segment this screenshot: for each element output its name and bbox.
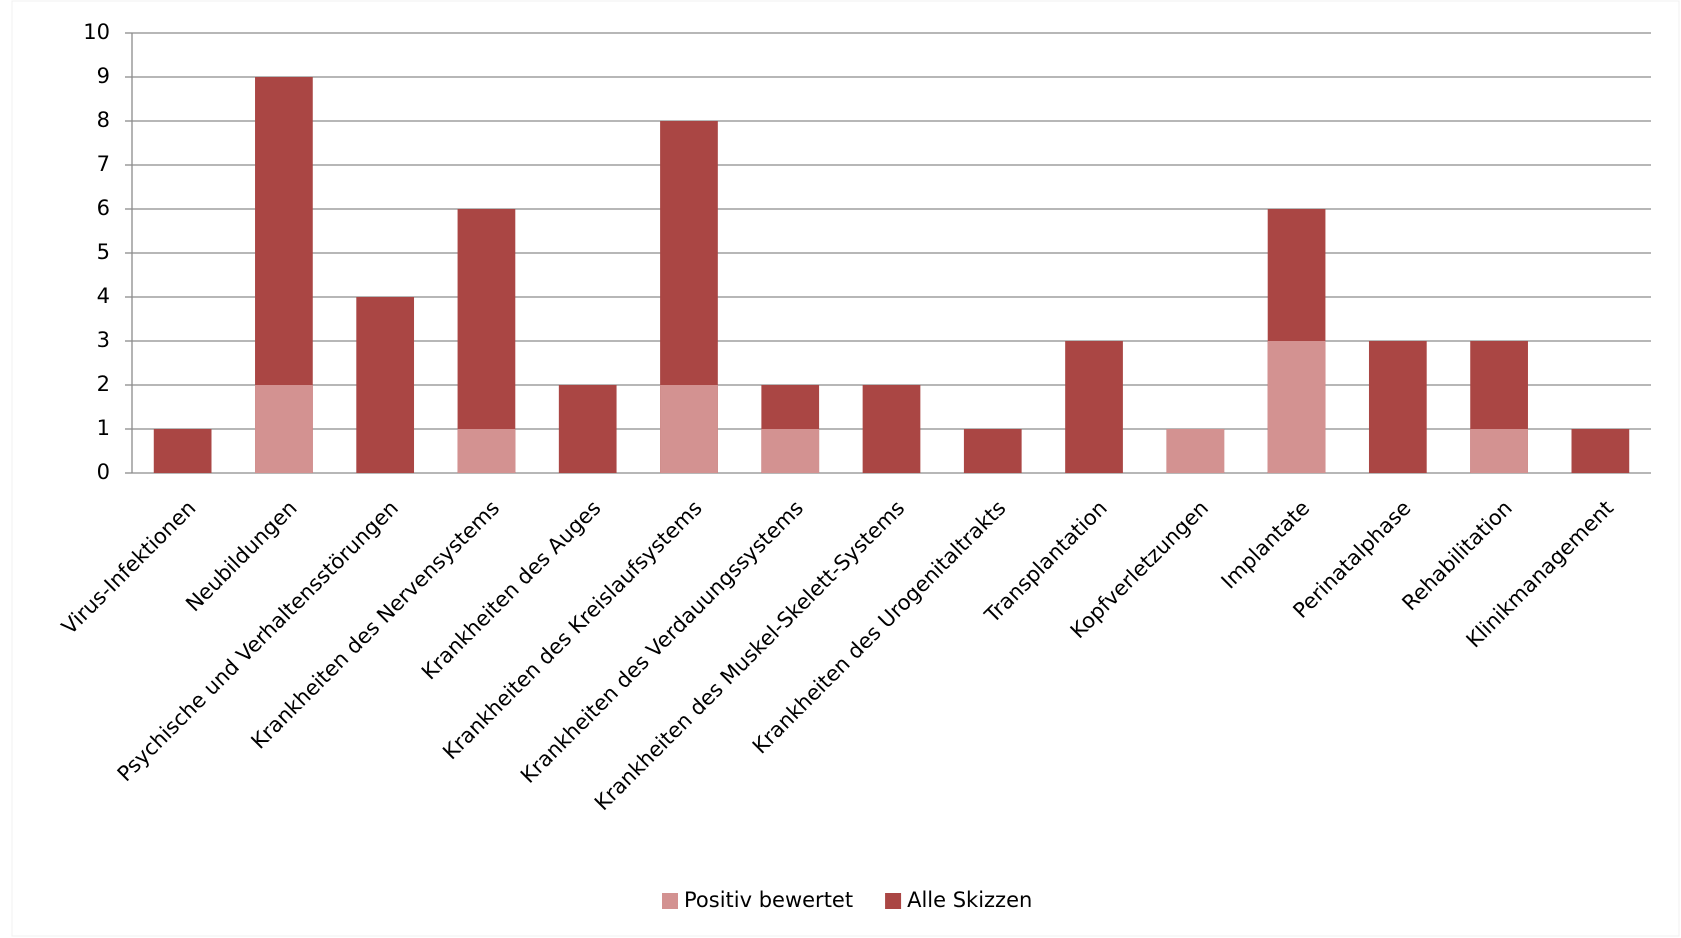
legend-label: Alle Skizzen (907, 888, 1032, 912)
y-tick-label: 2 (97, 372, 110, 396)
frame (11, 0, 1680, 937)
bar (1368, 341, 1427, 473)
x-tick-label: Virus-Infektionen (57, 496, 200, 639)
bar (1065, 341, 1123, 473)
bar (660, 385, 718, 473)
y-tick-label: 6 (97, 196, 110, 220)
bar (1470, 429, 1528, 473)
y-tick-label: 7 (97, 152, 110, 176)
bar (457, 429, 516, 473)
bar (862, 385, 921, 473)
y-tick-label: 0 (97, 460, 110, 484)
bar (255, 385, 313, 473)
bar (153, 429, 212, 473)
legend-label: Positiv bewertet (684, 888, 853, 912)
legend-swatch (662, 893, 678, 909)
x-tick-label: Krankheiten des Auges (417, 496, 606, 685)
y-tick-label: 5 (97, 240, 110, 264)
y-tick-label: 9 (97, 64, 110, 88)
bar (1166, 429, 1225, 473)
y-tick-label: 10 (83, 20, 110, 44)
y-tick-label: 1 (97, 416, 110, 440)
y-tick-label: 4 (97, 284, 110, 308)
bar (356, 297, 415, 473)
bar (1571, 429, 1630, 473)
y-tick-label: 8 (97, 108, 110, 132)
y-tick-label: 3 (97, 328, 110, 352)
legend-swatch (885, 893, 902, 909)
bar (963, 429, 1022, 473)
x-tick-label: Implantate (1217, 496, 1315, 594)
bar (558, 385, 617, 473)
bar (761, 429, 820, 473)
bar (1267, 341, 1326, 473)
